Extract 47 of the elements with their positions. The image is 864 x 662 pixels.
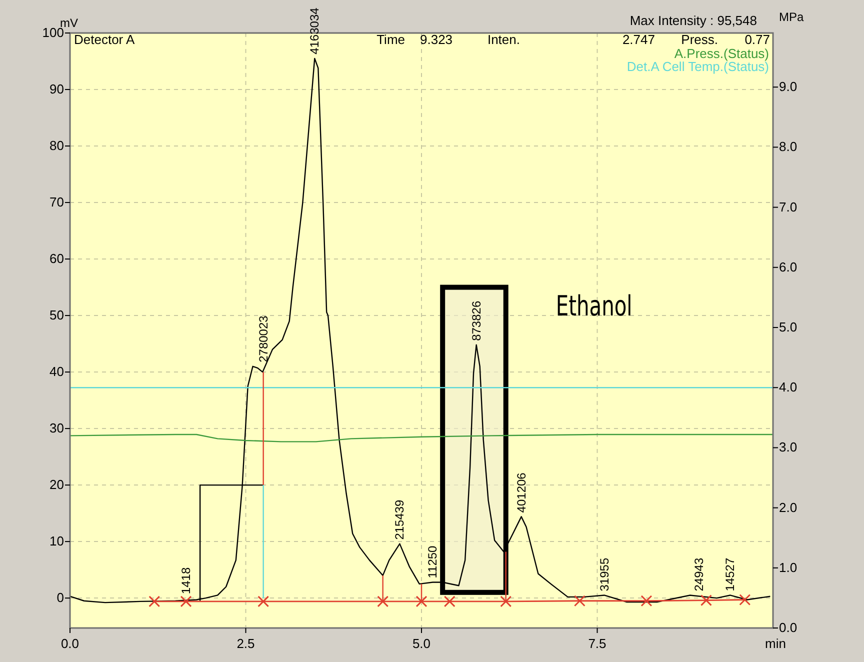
y-tick-label: 40: [50, 364, 64, 380]
y-tick-label: 70: [50, 194, 64, 210]
annotation: 1418: [178, 567, 193, 594]
x-axis-title: min: [765, 636, 786, 651]
y2-tick-label: 8.0: [779, 139, 798, 154]
annotation: 4163034: [308, 7, 322, 54]
annotation: 2.747: [622, 32, 655, 47]
annotation: 11250: [426, 545, 440, 578]
y-tick-label: 90: [50, 82, 64, 97]
annotation: 9.323: [420, 32, 453, 47]
annotation: 873826: [469, 300, 484, 341]
y-tick-label: 30: [50, 420, 64, 436]
annotation: 401206: [514, 472, 528, 513]
y2-tick-label: 0.0: [779, 620, 798, 635]
y-tick-label: 60: [50, 251, 64, 266]
band-label: Ethanol: [556, 289, 632, 322]
annotation: 215439: [392, 499, 407, 540]
y2-tick-label: 3.0: [779, 440, 798, 455]
annotation: 31955: [597, 558, 612, 592]
y2-tick-label: 6.0: [779, 259, 798, 274]
y2-tick-label: 7.0: [779, 199, 798, 214]
annotation: Press.: [681, 32, 718, 47]
y2-tick-label: 4.0: [779, 380, 798, 395]
y-tick-label: 80: [50, 138, 64, 154]
y-tick-label: 0: [56, 590, 64, 606]
annotation: Time: [376, 32, 405, 47]
y2-axis-title: MPa: [779, 10, 804, 24]
annotation: 24943: [692, 558, 706, 592]
annotation: 2780023: [256, 315, 270, 362]
x-tick-label: 5.0: [412, 636, 431, 651]
annotation: 14527: [723, 558, 738, 592]
x-tick-label: 2.5: [236, 636, 255, 651]
y-tick-label: 50: [50, 308, 64, 323]
y2-tick-label: 2.0: [779, 500, 798, 515]
annotation: Detector A: [74, 32, 136, 47]
annotation: Inten.: [487, 32, 520, 47]
x-tick-label: 7.5: [588, 636, 606, 651]
x-tick-label: 0.0: [60, 636, 80, 651]
y-tick-label: 20: [50, 477, 64, 492]
text: Max Intensity : 95,548: [630, 13, 757, 28]
y2-tick-label: 5.0: [779, 319, 798, 334]
text: A.Press.(Status): [674, 46, 769, 61]
y-tick-label: 100: [42, 25, 64, 40]
y2-tick-label: 1.0: [779, 560, 798, 575]
y-tick-label: 10: [50, 534, 64, 549]
annotation: 0.77: [744, 32, 770, 47]
y2-tick-label: 9.0: [779, 79, 798, 94]
